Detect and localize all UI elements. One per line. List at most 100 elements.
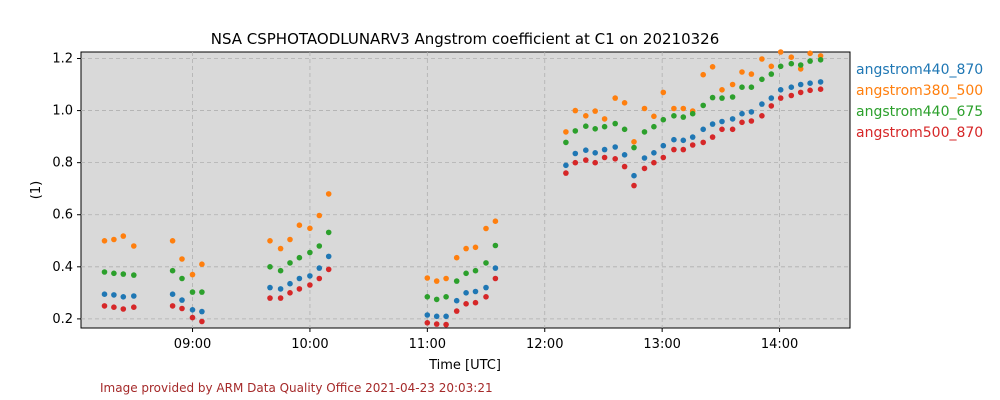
data-point — [709, 121, 716, 127]
data-point — [307, 249, 313, 256]
data-point — [739, 110, 745, 117]
data-point — [433, 313, 440, 320]
data-point — [563, 139, 569, 146]
data-point — [307, 273, 313, 279]
data-point — [483, 225, 489, 232]
data-point — [120, 271, 127, 277]
data-point — [287, 290, 293, 296]
data-point — [111, 270, 117, 277]
data-point — [277, 245, 284, 252]
data-point — [120, 233, 127, 239]
data-point — [768, 103, 775, 109]
data-point — [729, 116, 736, 122]
data-point — [463, 270, 469, 277]
data-point — [729, 126, 736, 133]
data-point — [759, 101, 765, 107]
data-point — [424, 312, 431, 318]
data-point — [651, 123, 657, 130]
data-point — [572, 159, 579, 166]
legend: angstrom440_870 angstrom380_500 angstrom44… — [856, 62, 983, 141]
data-point — [719, 118, 725, 125]
data-point — [433, 296, 440, 303]
data-point — [563, 170, 569, 176]
data-point — [199, 261, 205, 268]
data-point — [199, 308, 205, 315]
data-point — [472, 299, 479, 306]
data-point — [739, 84, 745, 90]
legend-entry: angstrom380_500 — [856, 83, 983, 99]
data-point — [671, 146, 677, 153]
data-point — [631, 144, 637, 151]
x-tick-label: 13:00 — [643, 337, 680, 352]
y-tick-label: 1.0 — [52, 104, 73, 119]
grid — [81, 52, 850, 328]
data-point — [680, 146, 687, 153]
data-point — [307, 225, 313, 232]
data-point — [287, 260, 293, 266]
data-point — [101, 303, 108, 309]
data-point — [101, 269, 108, 275]
data-point — [572, 128, 579, 134]
data-point — [472, 267, 479, 274]
data-point — [563, 162, 569, 169]
data-point — [601, 146, 608, 153]
data-point — [453, 254, 460, 261]
y-tick-label: 0.8 — [52, 156, 73, 171]
data-point — [807, 87, 813, 94]
x-tick-label: 10:00 — [291, 337, 328, 352]
data-point — [583, 123, 589, 129]
data-point — [316, 243, 323, 249]
x-axis-label: Time [UTC] — [428, 358, 501, 373]
data-point — [759, 76, 765, 83]
data-point — [267, 295, 273, 301]
data-point — [296, 286, 303, 292]
data-point — [111, 304, 117, 311]
data-point — [179, 275, 185, 282]
data-point — [612, 95, 618, 101]
data-point — [189, 289, 196, 295]
data-point — [563, 129, 569, 135]
data-point — [700, 71, 706, 78]
data-points — [101, 49, 824, 328]
data-point — [572, 107, 579, 114]
data-point — [463, 245, 469, 252]
data-point — [807, 80, 813, 86]
data-point — [788, 54, 795, 60]
data-point — [277, 295, 284, 301]
data-point — [189, 307, 196, 313]
data-point — [424, 320, 431, 326]
data-point — [492, 242, 499, 249]
x-tick-label: 11:00 — [409, 337, 446, 352]
data-point — [641, 129, 648, 135]
data-point — [472, 288, 479, 295]
data-point — [179, 256, 185, 262]
data-point — [101, 291, 108, 298]
data-point — [325, 253, 332, 260]
data-point — [120, 294, 127, 300]
data-point — [296, 222, 303, 228]
data-point — [631, 172, 637, 179]
data-point — [777, 87, 784, 93]
data-point — [660, 142, 667, 149]
data-point — [463, 301, 469, 307]
footer-credit: Image provided by ARM Data Quality Offic… — [100, 381, 493, 395]
y-tick-label: 0.6 — [52, 208, 73, 223]
data-point — [483, 294, 489, 300]
data-point — [267, 264, 273, 270]
data-point — [700, 102, 706, 109]
plot-area — [80, 51, 851, 329]
data-point — [592, 108, 598, 114]
data-point — [601, 123, 608, 130]
data-point — [788, 60, 795, 67]
data-point — [472, 244, 479, 251]
y-axis: 0.2 0.4 0.6 0.8 1.0 1.2 — [52, 52, 81, 327]
data-point — [680, 114, 687, 120]
data-point — [748, 118, 755, 124]
data-point — [777, 63, 784, 70]
data-point — [189, 314, 196, 321]
x-tick-label: 14:00 — [761, 337, 798, 352]
data-point — [111, 236, 117, 243]
data-point — [443, 321, 449, 328]
data-point — [729, 81, 736, 88]
data-point — [788, 92, 795, 99]
